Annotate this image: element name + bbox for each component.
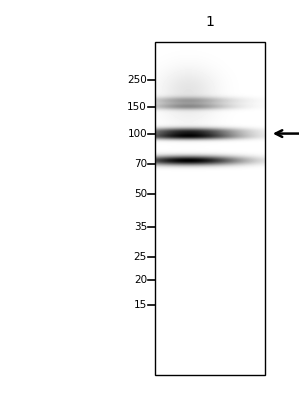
Text: 35: 35 [134, 222, 147, 232]
Text: 70: 70 [134, 158, 147, 168]
Text: 20: 20 [134, 275, 147, 285]
Text: 15: 15 [134, 300, 147, 310]
Bar [155, 42, 265, 375]
Text: 150: 150 [127, 102, 147, 112]
Text: 100: 100 [127, 128, 147, 138]
Text: 1: 1 [206, 15, 214, 29]
Text: 50: 50 [134, 188, 147, 198]
Text: 25: 25 [134, 252, 147, 262]
Text: 250: 250 [127, 75, 147, 85]
